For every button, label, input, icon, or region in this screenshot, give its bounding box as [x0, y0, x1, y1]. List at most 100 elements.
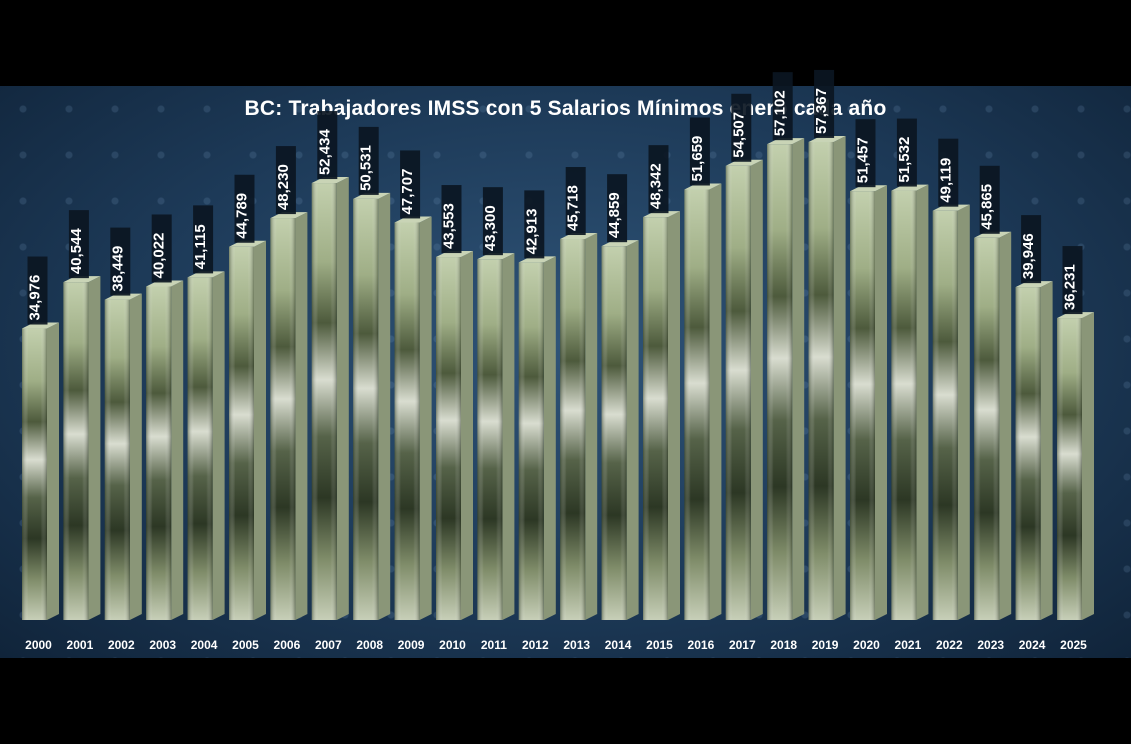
data-label: 38,449 [109, 246, 126, 292]
x-tick-label: 2025 [1060, 638, 1087, 652]
bar-shade [477, 259, 503, 620]
x-tick-label: 2015 [646, 638, 673, 652]
bar [1015, 281, 1053, 620]
bar-shade [518, 262, 544, 620]
bar-side [1082, 312, 1094, 620]
bar-shade [353, 198, 379, 621]
bar-side [999, 231, 1012, 620]
data-label-box [731, 93, 752, 162]
bar-shade [891, 190, 917, 621]
data-label: 44,859 [606, 192, 623, 238]
bar-shade [932, 210, 958, 621]
bar [22, 322, 59, 620]
bar-shade [436, 257, 461, 620]
x-tick-label: 2023 [977, 638, 1004, 652]
x-tick-label: 2012 [522, 638, 549, 652]
bar [353, 192, 391, 621]
bar-side [543, 256, 556, 620]
data-label: 44,789 [234, 193, 251, 239]
bar-side [295, 212, 308, 621]
data-label-box [110, 227, 131, 296]
bar [1057, 312, 1094, 620]
bar-side [916, 184, 929, 621]
data-label: 51,532 [896, 137, 913, 183]
bar-shade [974, 237, 1000, 620]
bar-shade [808, 141, 834, 621]
data-label-box [400, 150, 421, 219]
bar-shade [725, 165, 751, 620]
x-tick-label: 2019 [812, 638, 839, 652]
bar-side [750, 159, 763, 620]
bar-side [171, 280, 184, 620]
bar-side [502, 253, 515, 620]
bar-side [626, 240, 639, 621]
x-tick-label: 2000 [25, 638, 52, 652]
x-tick-label: 2009 [398, 638, 425, 652]
bar [891, 184, 929, 621]
data-label: 36,231 [1062, 264, 1079, 310]
bar [601, 240, 639, 621]
data-label-box [1062, 246, 1083, 315]
bar-side [957, 204, 970, 621]
bar [270, 212, 308, 621]
data-label-box [814, 69, 835, 138]
data-label: 57,102 [772, 90, 789, 136]
bar [725, 159, 763, 620]
bar-shade [1015, 287, 1041, 620]
data-label-box [524, 190, 545, 259]
data-label-box [151, 214, 172, 283]
data-label: 54,507 [730, 112, 747, 158]
data-label: 52,434 [316, 129, 333, 176]
bar-side [47, 322, 59, 620]
bar-side [875, 185, 887, 621]
data-label-box [275, 146, 296, 215]
x-tick-label: 2013 [563, 638, 590, 652]
bar-side [212, 271, 225, 620]
x-tick-label: 2011 [481, 638, 507, 652]
data-label: 43,300 [482, 205, 499, 251]
bar [518, 256, 556, 620]
data-label: 48,342 [648, 163, 665, 209]
bar-side [336, 177, 349, 621]
data-label-box [193, 205, 214, 274]
bar [974, 231, 1012, 620]
data-label: 49,119 [937, 158, 954, 203]
data-label-box [896, 118, 917, 187]
data-label: 51,457 [855, 137, 872, 183]
data-label-box [565, 167, 586, 236]
data-label: 39,946 [1020, 233, 1037, 279]
data-label-box [482, 187, 503, 256]
bar-shade [270, 218, 296, 621]
data-label-box [855, 119, 876, 188]
bar [63, 276, 101, 620]
bar-side [709, 183, 722, 620]
bar-side [129, 293, 142, 620]
bar-shade [767, 144, 793, 620]
data-label: 45,865 [979, 184, 996, 230]
bar [477, 253, 515, 620]
bar-shade [394, 222, 420, 621]
data-label-box [27, 256, 48, 325]
bar-shade [850, 191, 875, 621]
bar-shade [601, 246, 627, 621]
data-label: 40,544 [68, 228, 85, 275]
data-label: 42,913 [523, 209, 540, 255]
bar-side [833, 135, 846, 621]
bar-side [88, 276, 101, 620]
data-label-box [648, 145, 669, 214]
data-label: 34,976 [27, 275, 44, 321]
bar [850, 185, 887, 621]
bar-side [254, 240, 266, 620]
data-label: 51,659 [689, 136, 706, 182]
data-label: 41,115 [192, 224, 209, 269]
bar [436, 251, 473, 620]
x-tick-label: 2005 [232, 638, 259, 652]
bar-shade [22, 328, 47, 620]
data-label-box [772, 72, 793, 141]
bar-shade [229, 246, 254, 620]
bar [229, 240, 266, 620]
bar-shade [63, 282, 89, 620]
x-tick-label: 2006 [274, 638, 301, 652]
bar [560, 233, 598, 620]
data-label-box [607, 174, 628, 243]
